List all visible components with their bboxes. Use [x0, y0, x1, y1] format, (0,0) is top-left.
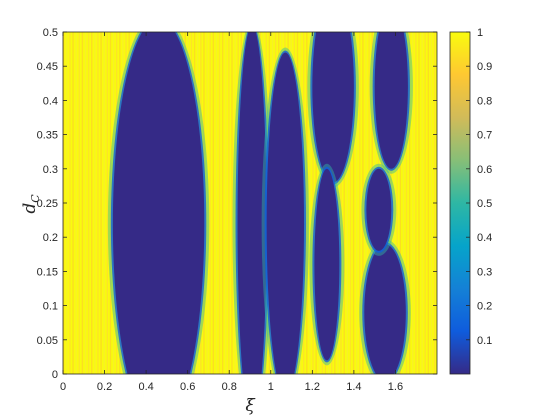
x-tick-label: 0.8 — [222, 381, 237, 393]
x-tick-label: 1.4 — [346, 381, 361, 393]
colorbar-ticks: 0.1 0.2 0.3 0.4 0.5 0.6 0.7 0.8 0.9 1 — [466, 27, 492, 347]
y-tick-label: 0.15 — [37, 266, 58, 278]
y-tick-label: 0.5 — [43, 27, 58, 39]
heatmap-stripe — [234, 32, 236, 374]
heatmap-stripe — [109, 32, 112, 374]
heatmap-stripe — [393, 32, 395, 374]
y-axis-label-main: d — [20, 203, 40, 214]
y-tick-label: 0 — [52, 369, 58, 381]
heatmap-stripe — [231, 32, 233, 374]
heatmap-stripe — [340, 32, 342, 374]
heatmap-stripe — [424, 32, 426, 374]
y-tick-label: 0.05 — [37, 335, 58, 347]
heatmap-stripe — [306, 32, 308, 374]
heatmap-stripe — [346, 32, 349, 374]
x-tick-label: 0.6 — [180, 381, 195, 393]
heatmap-stripe — [418, 32, 420, 374]
heatmap-stripe — [355, 32, 358, 374]
heatmap-region — [314, 168, 340, 361]
x-axis: 0 0.2 0.4 0.6 0.8 1 1.2 1.4 1.6 — [60, 32, 403, 393]
heatmap-stripe — [69, 32, 71, 374]
heatmap-stripe — [362, 32, 364, 374]
colorbar-tick-label: 0.2 — [477, 301, 492, 313]
y-tick-label: 0.2 — [43, 232, 58, 244]
heatmap-stripe — [106, 32, 109, 374]
heatmap-stripe — [225, 32, 227, 374]
heatmap-region — [112, 32, 205, 374]
heatmap-stripe — [221, 32, 224, 374]
heatmap-stripe — [421, 32, 423, 374]
heatmap-stripe — [94, 32, 96, 374]
x-tick-label: 1 — [268, 381, 274, 393]
y-tick-label: 0.1 — [43, 301, 58, 313]
heatmap-region — [312, 32, 354, 183]
heatmap-stripe — [72, 32, 74, 374]
colorbar-tick-label: 0.3 — [477, 266, 492, 278]
colorbar-tick-label: 0.8 — [477, 95, 492, 107]
y-axis-label-subscript: C — [29, 194, 42, 203]
heatmap-stripe — [412, 32, 414, 374]
heatmap-stripe — [228, 32, 230, 374]
heatmap-stripe — [309, 32, 311, 374]
heatmap-stripe — [91, 32, 93, 374]
heatmap-stripe — [352, 32, 355, 374]
heatmap-stripe — [343, 32, 345, 374]
heatmap-stripe — [215, 32, 218, 374]
heatmap-stripe — [408, 32, 411, 374]
colorbar-tick-label: 0.1 — [477, 335, 492, 347]
heatmap-stripe — [399, 32, 402, 374]
heatmap-area — [63, 32, 437, 374]
y-tick-label: 0.45 — [37, 61, 58, 73]
heatmap-stripe — [396, 32, 398, 374]
heatmap-stripe — [405, 32, 408, 374]
y-tick-label: 0.3 — [43, 164, 58, 176]
heatmap-region — [266, 52, 305, 374]
colorbar-tick-label: 0.6 — [477, 164, 492, 176]
x-tick-label: 0.4 — [138, 381, 153, 393]
x-tick-label: 0.2 — [97, 381, 112, 393]
colorbar-tick-label: 1 — [477, 27, 483, 39]
heatmap-region — [237, 32, 267, 374]
heatmap-stripe — [430, 32, 433, 374]
heatmap-stripe — [97, 32, 99, 374]
heatmap-stripe — [103, 32, 105, 374]
heatmap-stripe — [209, 32, 211, 374]
colorbar-tick-label: 0.7 — [477, 130, 492, 142]
heatmap-stripe — [402, 32, 405, 374]
heatmap-stripe — [427, 32, 430, 374]
colorbar-tick-label: 0.4 — [477, 232, 492, 244]
heatmap-stripe — [218, 32, 221, 374]
y-tick-label: 0.4 — [43, 95, 58, 107]
y-axis: 0 0.05 0.1 0.15 0.2 0.25 0.3 0.35 0.4 0.45 0.5 — [37, 27, 437, 381]
y-tick-label: 0.35 — [37, 130, 58, 142]
x-axis-label: ξ — [245, 396, 256, 416]
heatmap-stripe — [87, 32, 90, 374]
heatmap-stripe — [78, 32, 80, 374]
x-tick-label: 1.6 — [388, 381, 403, 393]
y-axis-label: dC — [20, 194, 42, 214]
heatmap-stripe — [312, 32, 314, 374]
heatmap-stripe — [415, 32, 417, 374]
heatmap-stripe — [212, 32, 215, 374]
heatmap-stripe — [349, 32, 352, 374]
heatmap-region — [366, 168, 392, 251]
x-tick-label: 1.2 — [305, 381, 320, 393]
heatmap-region — [364, 244, 406, 374]
heatmap-stripe — [206, 32, 208, 374]
heatmap-stripe — [359, 32, 361, 374]
y-tick-label: 0.25 — [37, 198, 58, 210]
heatmap-stripe — [100, 32, 102, 374]
heatmap-stripe — [81, 32, 84, 374]
heatmap-region — [374, 32, 408, 169]
x-tick-label: 0 — [60, 381, 66, 393]
heatmap-stripe — [84, 32, 87, 374]
colorbar-tick-label: 0.5 — [477, 198, 492, 210]
heatmap-stripe — [75, 32, 77, 374]
colorbar-tick-label: 0.9 — [477, 61, 492, 73]
